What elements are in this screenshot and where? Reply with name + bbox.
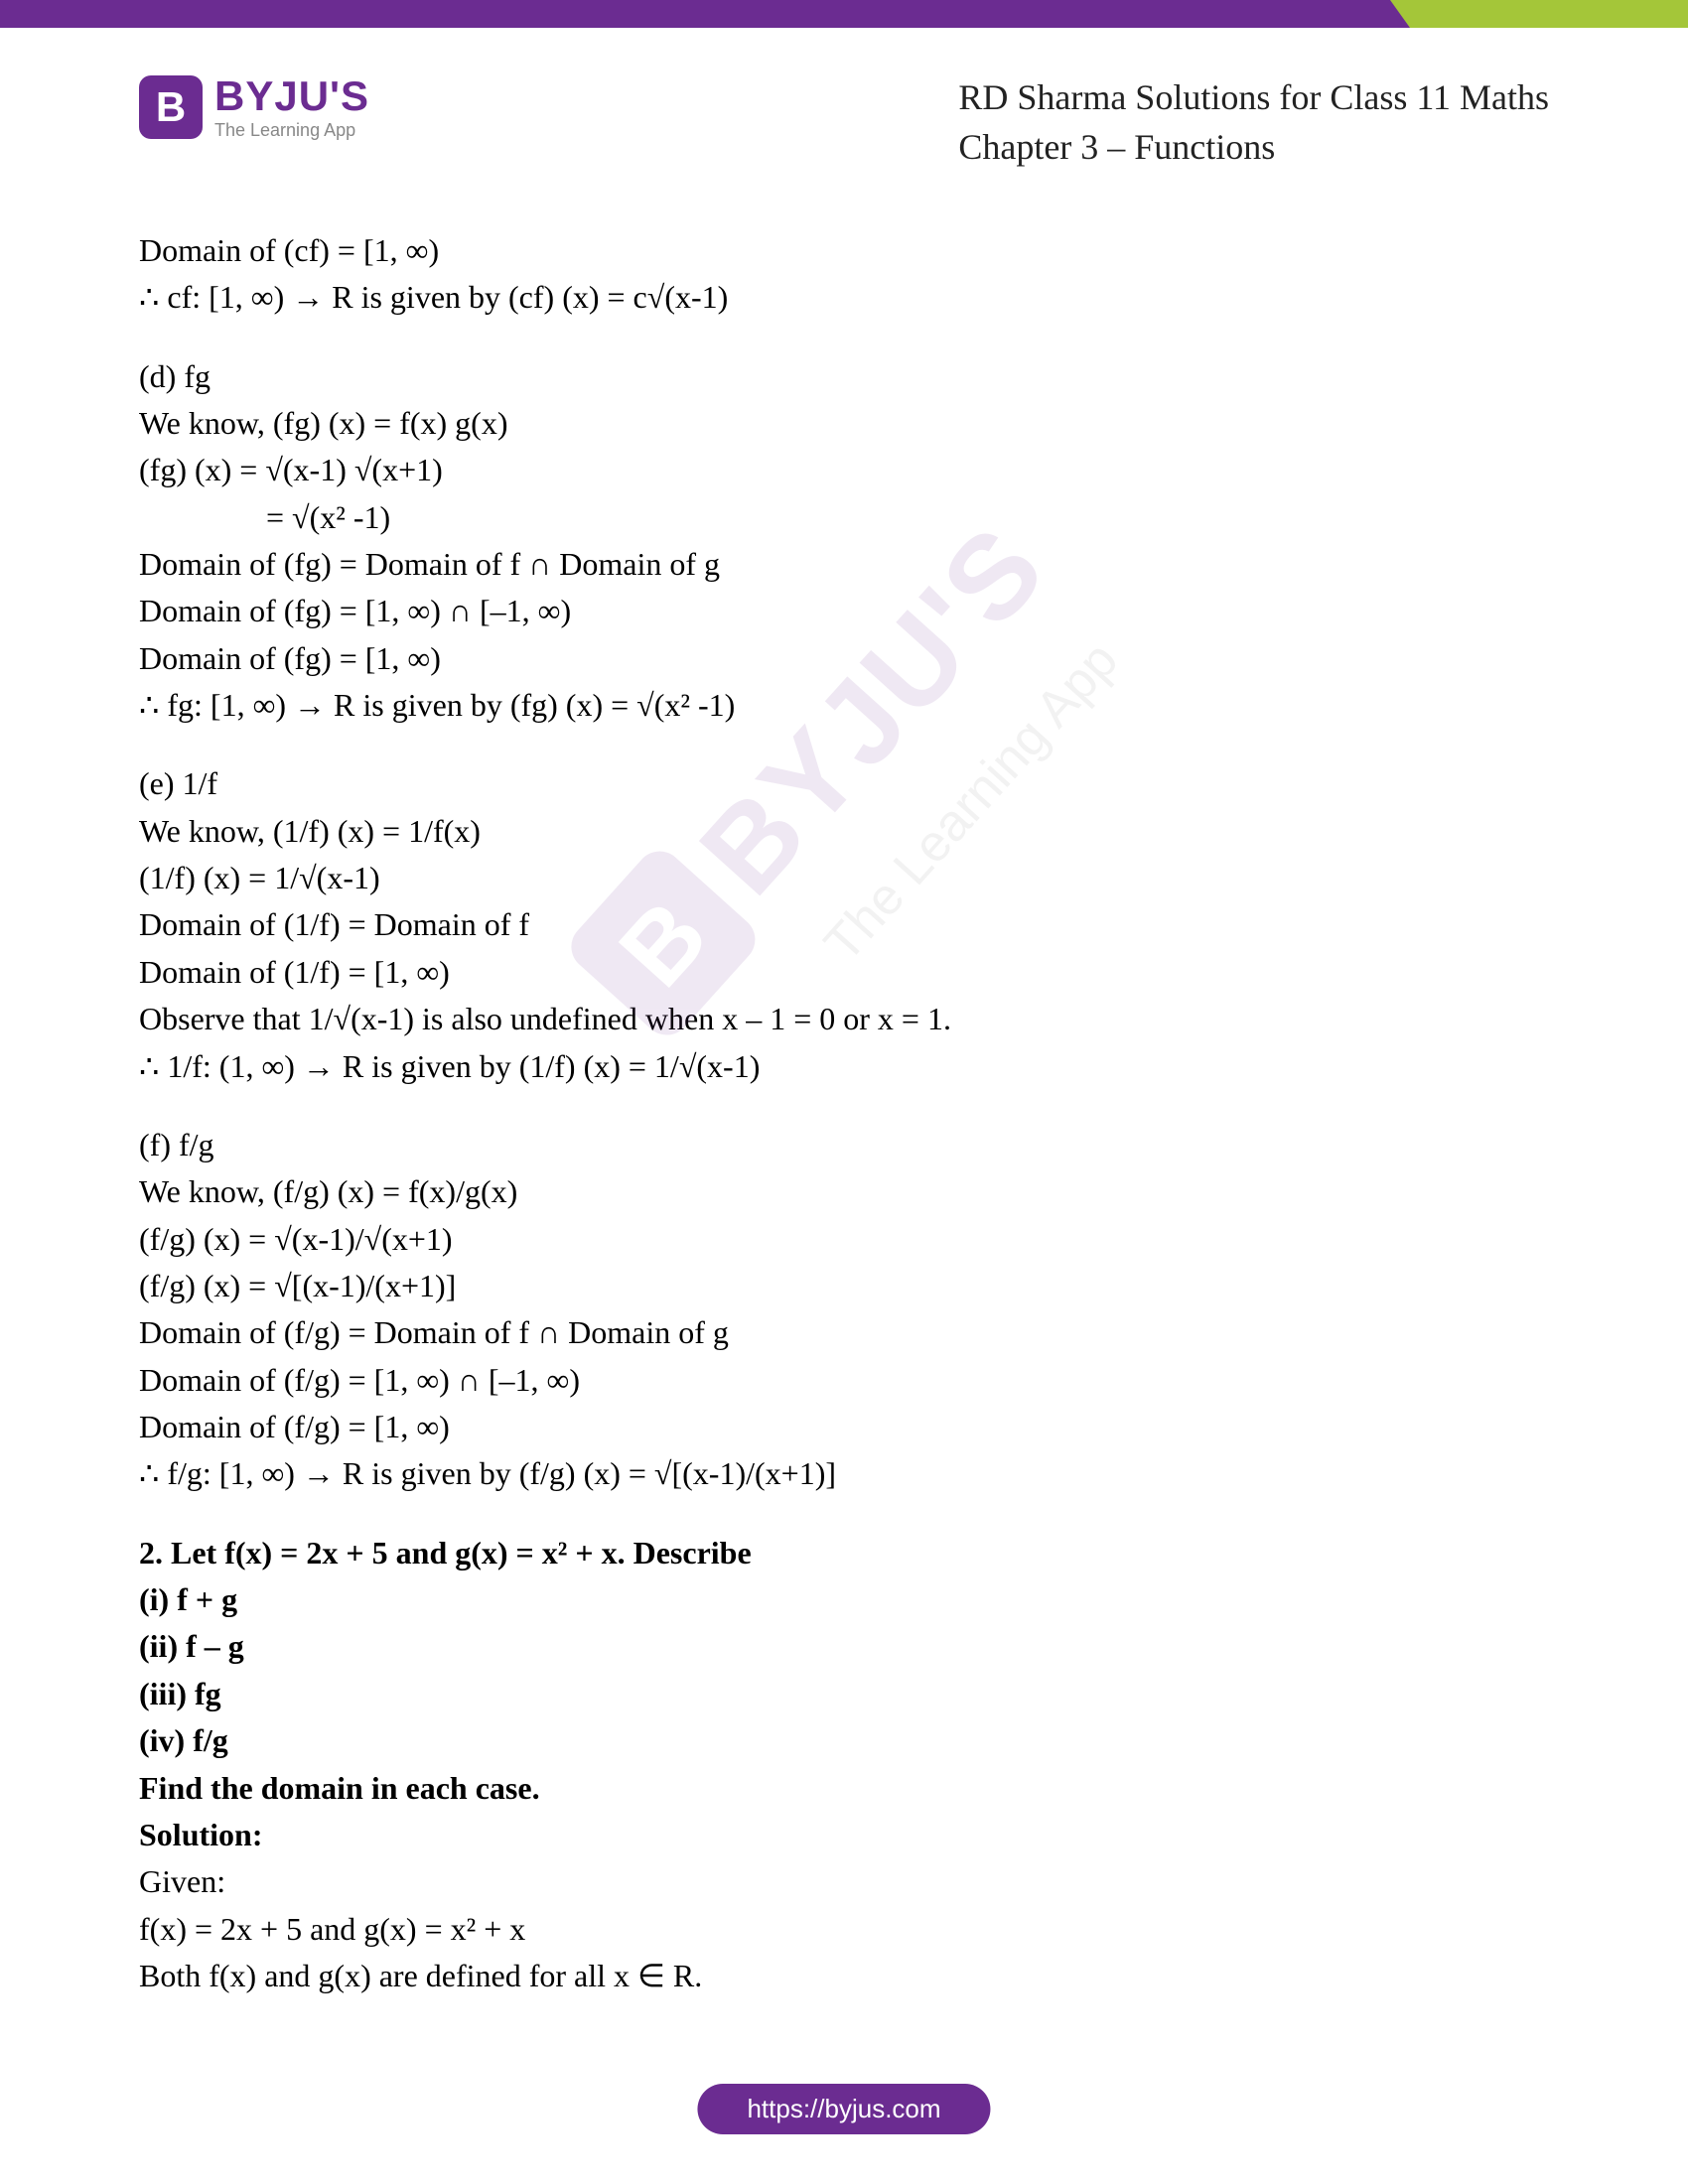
header-title: RD Sharma Solutions for Class 11 Maths C…: [958, 72, 1549, 173]
question-instruction: Find the domain in each case.: [139, 1765, 1549, 1812]
body-text: Domain of (f/g) = [1, ∞): [139, 1404, 1549, 1450]
body-text: We know, (f/g) (x) = f(x)/g(x): [139, 1168, 1549, 1215]
question-part: (iii) fg: [139, 1671, 1549, 1717]
body-text: = √(x² -1): [139, 494, 1549, 541]
logo-name: BYJU'S: [214, 72, 369, 120]
body-text: Observe that 1/√(x-1) is also undefined …: [139, 996, 1549, 1042]
body-text: (1/f) (x) = 1/√(x-1): [139, 855, 1549, 901]
body-text: f(x) = 2x + 5 and g(x) = x² + x: [139, 1906, 1549, 1953]
content: B BYJU'S The Learning App Domain of (cf)…: [0, 193, 1688, 2000]
body-text: (f/g) (x) = √(x-1)/√(x+1): [139, 1216, 1549, 1263]
logo-icon: B: [139, 75, 203, 139]
body-text: ∴ fg: [1, ∞) → R is given by (fg) (x) = …: [139, 682, 1549, 729]
body-text: Domain of (fg) = [1, ∞) ∩ [–1, ∞): [139, 588, 1549, 634]
body-text: ∴ 1/f: (1, ∞) → R is given by (1/f) (x) …: [139, 1043, 1549, 1090]
body-text: Domain of (1/f) = [1, ∞): [139, 949, 1549, 996]
body-text: We know, (1/f) (x) = 1/f(x): [139, 808, 1549, 855]
body-text: Domain of (1/f) = Domain of f: [139, 901, 1549, 948]
body-text: (fg) (x) = √(x-1) √(x+1): [139, 447, 1549, 493]
logo-section: B BYJU'S The Learning App: [139, 72, 369, 141]
body-text: ∴ f/g: [1, ∞) → R is given by (f/g) (x) …: [139, 1450, 1549, 1497]
question-part: (iv) f/g: [139, 1717, 1549, 1764]
body-text: (e) 1/f: [139, 760, 1549, 807]
body-text: Given:: [139, 1858, 1549, 1905]
question-part: (ii) f – g: [139, 1623, 1549, 1670]
body-text: Domain of (fg) = Domain of f ∩ Domain of…: [139, 541, 1549, 588]
body-text: (f/g) (x) = √[(x-1)/(x+1)]: [139, 1263, 1549, 1309]
top-bar: [0, 0, 1688, 28]
top-bar-accent: [1390, 0, 1410, 28]
body-text: Domain of (f/g) = [1, ∞) ∩ [–1, ∞): [139, 1357, 1549, 1404]
body-text: (f) f/g: [139, 1122, 1549, 1168]
logo-text-block: BYJU'S The Learning App: [214, 72, 369, 141]
body-text: We know, (fg) (x) = f(x) g(x): [139, 400, 1549, 447]
body-text: Both f(x) and g(x) are defined for all x…: [139, 1953, 1549, 1999]
question-part: (i) f + g: [139, 1576, 1549, 1623]
question-title: 2. Let f(x) = 2x + 5 and g(x) = x² + x. …: [139, 1530, 1549, 1576]
body-text: ∴ cf: [1, ∞) → R is given by (cf) (x) = …: [139, 274, 1549, 321]
logo-tagline: The Learning App: [214, 120, 369, 141]
body-text: (d) fg: [139, 353, 1549, 400]
body-text: Domain of (cf) = [1, ∞): [139, 227, 1549, 274]
solution-label: Solution:: [139, 1812, 1549, 1858]
header-title-line1: RD Sharma Solutions for Class 11 Maths: [958, 72, 1549, 122]
header: B BYJU'S The Learning App RD Sharma Solu…: [0, 28, 1688, 193]
footer-url: https://byjus.com: [697, 2084, 990, 2134]
body-text: Domain of (fg) = [1, ∞): [139, 635, 1549, 682]
header-title-line2: Chapter 3 – Functions: [958, 122, 1549, 172]
body-text: Domain of (f/g) = Domain of f ∩ Domain o…: [139, 1309, 1549, 1356]
